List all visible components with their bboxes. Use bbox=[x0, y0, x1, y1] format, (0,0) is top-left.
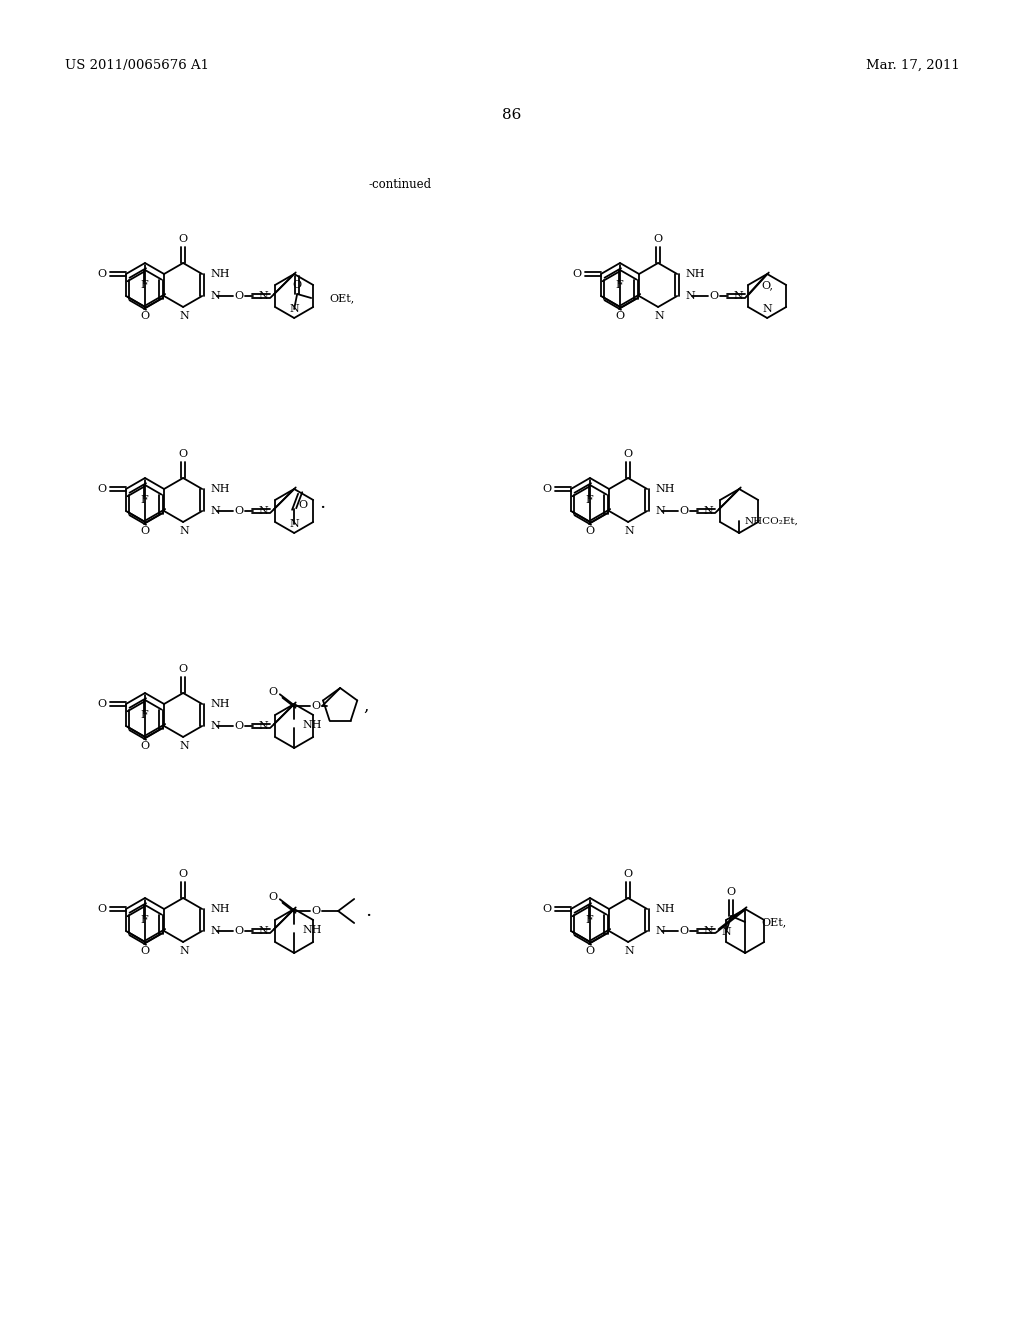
Text: O: O bbox=[140, 525, 150, 536]
Text: O: O bbox=[178, 234, 187, 244]
Text: NH: NH bbox=[210, 269, 229, 279]
Text: OEt,: OEt, bbox=[329, 293, 354, 304]
Text: N: N bbox=[210, 927, 220, 936]
Text: O: O bbox=[234, 927, 244, 936]
Text: N: N bbox=[290, 519, 299, 529]
Text: O: O bbox=[268, 892, 278, 902]
Text: F: F bbox=[140, 280, 147, 290]
Text: O: O bbox=[311, 701, 321, 711]
Text: O: O bbox=[710, 290, 719, 301]
Text: O: O bbox=[140, 741, 150, 751]
Text: F: F bbox=[615, 280, 623, 290]
Text: O: O bbox=[97, 700, 106, 709]
Text: N: N bbox=[654, 312, 664, 321]
Text: N: N bbox=[258, 721, 268, 731]
Text: F: F bbox=[140, 495, 147, 506]
Text: O: O bbox=[586, 525, 595, 536]
Text: NH: NH bbox=[210, 904, 229, 913]
Text: NHCO₂Et,: NHCO₂Et, bbox=[744, 516, 798, 525]
Text: NH: NH bbox=[302, 719, 322, 730]
Text: O,: O, bbox=[761, 280, 773, 290]
Text: O: O bbox=[268, 686, 278, 697]
Text: O: O bbox=[543, 904, 552, 913]
Text: F: F bbox=[140, 915, 147, 925]
Text: O: O bbox=[653, 234, 663, 244]
Text: N: N bbox=[655, 506, 665, 516]
Text: NH: NH bbox=[302, 925, 322, 935]
Text: N: N bbox=[258, 506, 268, 516]
Text: NH: NH bbox=[685, 269, 705, 279]
Text: ,: , bbox=[364, 697, 369, 714]
Text: O: O bbox=[299, 500, 308, 510]
Text: O: O bbox=[680, 927, 689, 936]
Text: O: O bbox=[572, 269, 582, 279]
Text: O: O bbox=[615, 312, 625, 321]
Text: N: N bbox=[685, 290, 695, 301]
Text: O: O bbox=[234, 721, 244, 731]
Text: N: N bbox=[210, 506, 220, 516]
Text: F: F bbox=[585, 915, 593, 925]
Text: N: N bbox=[762, 304, 772, 314]
Text: O: O bbox=[543, 484, 552, 494]
Text: N: N bbox=[703, 927, 713, 936]
Text: N: N bbox=[733, 290, 742, 301]
Text: O: O bbox=[178, 449, 187, 459]
Text: Mar. 17, 2011: Mar. 17, 2011 bbox=[866, 58, 961, 71]
Text: NH: NH bbox=[655, 904, 675, 913]
Text: N: N bbox=[179, 741, 189, 751]
Text: O: O bbox=[727, 887, 735, 898]
Text: O: O bbox=[97, 269, 106, 279]
Text: O: O bbox=[311, 906, 321, 916]
Text: N: N bbox=[210, 721, 220, 731]
Text: -continued: -continued bbox=[369, 178, 431, 191]
Text: N: N bbox=[210, 290, 220, 301]
Text: O: O bbox=[178, 664, 187, 675]
Text: N: N bbox=[179, 946, 189, 956]
Text: F: F bbox=[585, 495, 593, 506]
Text: N: N bbox=[179, 525, 189, 536]
Text: N: N bbox=[258, 290, 268, 301]
Text: O: O bbox=[624, 449, 633, 459]
Text: N: N bbox=[179, 312, 189, 321]
Text: N: N bbox=[721, 927, 731, 937]
Text: O: O bbox=[178, 869, 187, 879]
Text: 86: 86 bbox=[503, 108, 521, 121]
Text: .: . bbox=[319, 494, 326, 512]
Text: O: O bbox=[293, 280, 302, 290]
Text: O: O bbox=[624, 869, 633, 879]
Text: O: O bbox=[234, 290, 244, 301]
Text: O: O bbox=[97, 484, 106, 494]
Text: O: O bbox=[140, 946, 150, 956]
Text: O: O bbox=[586, 946, 595, 956]
Text: N: N bbox=[703, 506, 713, 516]
Text: OEt,: OEt, bbox=[761, 917, 786, 927]
Text: O: O bbox=[97, 904, 106, 913]
Text: NH: NH bbox=[210, 700, 229, 709]
Text: N: N bbox=[290, 304, 299, 314]
Text: .: . bbox=[365, 902, 372, 920]
Text: NH: NH bbox=[210, 484, 229, 494]
Text: O: O bbox=[680, 506, 689, 516]
Text: N: N bbox=[655, 927, 665, 936]
Text: NH: NH bbox=[655, 484, 675, 494]
Text: N: N bbox=[258, 927, 268, 936]
Text: N: N bbox=[625, 946, 634, 956]
Text: O: O bbox=[140, 312, 150, 321]
Text: F: F bbox=[140, 710, 147, 719]
Text: N: N bbox=[625, 525, 634, 536]
Text: O: O bbox=[234, 506, 244, 516]
Text: US 2011/0065676 A1: US 2011/0065676 A1 bbox=[65, 58, 209, 71]
